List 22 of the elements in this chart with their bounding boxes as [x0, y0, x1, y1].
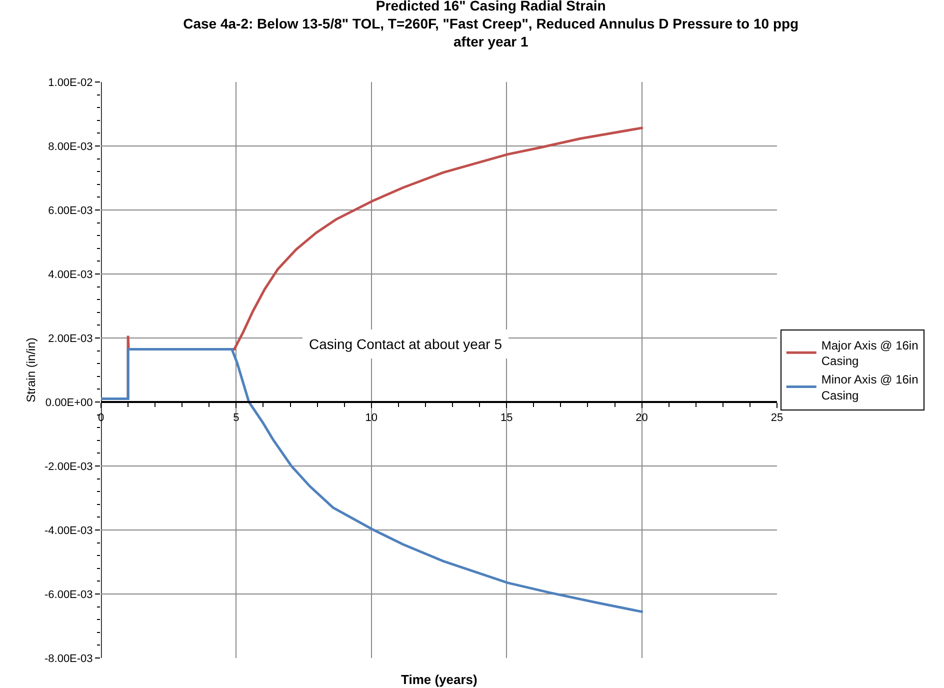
- x-tick-label: 20: [636, 412, 648, 424]
- chart-subtitle: Case 4a-2: Below 13-5/8" TOL, T=260F, "Fast Creep", Reduced Annulus D Pressure to 10 ppg after year 1: [183, 16, 799, 50]
- x-tick-label: 10: [365, 412, 378, 424]
- annotation: Casing Contact at about year 5: [309, 336, 502, 352]
- x-tick-label: 25: [770, 412, 784, 424]
- y-tick-label: 4.00E-03: [48, 268, 93, 281]
- y-tick-label: 6.00E-03: [48, 204, 93, 217]
- y-tick-label: -4.00E-03: [44, 524, 93, 537]
- y-axis-title: Strain (in/in): [24, 338, 38, 402]
- y-tick-label: 8.00E-03: [48, 140, 93, 153]
- x-tick-label: 15: [500, 412, 513, 424]
- legend-label: Minor Axis @ 16in Casing: [821, 372, 918, 402]
- y-tick-label: -8.00E-03: [44, 652, 93, 665]
- y-tick-label: 0.00E+00: [45, 396, 93, 409]
- chart-title: Predicted 16" Casing Radial Strain: [376, 0, 606, 14]
- x-axis-title: Time (years): [401, 672, 478, 687]
- legend-label: Major Axis @ 16in Casing: [821, 338, 918, 368]
- y-tick-label: -6.00E-03: [44, 588, 93, 601]
- y-tick-label: -2.00E-03: [44, 460, 93, 473]
- y-tick-label: 1.00E-02: [48, 76, 93, 89]
- y-tick-label: 2.00E-03: [48, 332, 93, 345]
- x-tick-label: 5: [233, 412, 240, 424]
